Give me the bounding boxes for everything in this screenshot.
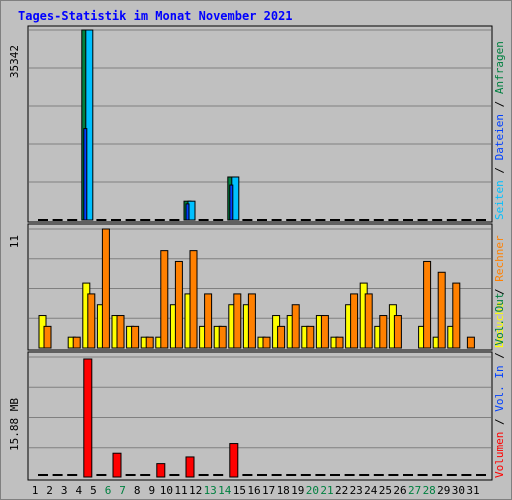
rechner-bar bbox=[291, 304, 300, 349]
x-tick-label: 12 bbox=[189, 484, 202, 497]
x-tick-label: 16 bbox=[247, 484, 260, 497]
rechner-bar bbox=[277, 325, 286, 349]
x-tick-label: 29 bbox=[437, 484, 450, 497]
bottom-legend: Volumen / Vol. In / Vol. Out bbox=[493, 293, 506, 478]
legend-separator: / bbox=[493, 282, 506, 302]
rechner-bar bbox=[379, 315, 388, 349]
rechner-bar bbox=[350, 293, 359, 349]
rechner-bar bbox=[320, 315, 329, 349]
rechner-bar bbox=[393, 315, 402, 349]
dateien-bar bbox=[83, 128, 88, 221]
x-tick-label: 15 bbox=[233, 484, 246, 497]
legend-separator: / bbox=[493, 412, 506, 432]
x-tick-label: 24 bbox=[364, 484, 378, 497]
x-tick-label: 22 bbox=[335, 484, 348, 497]
x-tick-label: 9 bbox=[148, 484, 155, 497]
volumen-bar bbox=[83, 358, 93, 478]
legend-entry: Vol. In bbox=[493, 365, 506, 411]
x-tick-label: 18 bbox=[277, 484, 290, 497]
x-tick-label: 30 bbox=[452, 484, 465, 497]
rechner-bar bbox=[306, 325, 315, 349]
volumen-bar bbox=[112, 452, 122, 478]
x-tick-label: 31 bbox=[466, 484, 479, 497]
rechner-bar bbox=[437, 271, 446, 349]
volumen-bar bbox=[229, 443, 239, 478]
x-tick-label: 4 bbox=[75, 484, 82, 497]
x-tick-label: 1 bbox=[32, 484, 39, 497]
rechner-bar bbox=[131, 325, 140, 349]
rechner-bar bbox=[204, 293, 213, 349]
rechner-bar bbox=[174, 260, 183, 349]
legend-separator: / bbox=[493, 94, 506, 114]
rechner-bar bbox=[43, 325, 52, 349]
x-tick-label: 21 bbox=[320, 484, 333, 497]
x-tick-label: 25 bbox=[379, 484, 392, 497]
legend-entry: Vol. Out bbox=[493, 293, 506, 346]
chart-title: Tages-Statistik im Monat November 2021 bbox=[18, 9, 293, 23]
x-tick-label: 27 bbox=[408, 484, 421, 497]
legend-entry: Seiten bbox=[493, 180, 506, 220]
legend-entry: Rechner bbox=[493, 235, 506, 282]
bars-layer bbox=[38, 29, 486, 478]
rechner-bar bbox=[423, 260, 432, 349]
middle-legend: Besuche / Rechner bbox=[493, 235, 506, 348]
top-panel bbox=[27, 25, 493, 223]
x-tick-label: 6 bbox=[105, 484, 112, 497]
x-tick-label: 26 bbox=[393, 484, 406, 497]
dateien-bar bbox=[185, 203, 190, 221]
rechner-bar bbox=[218, 325, 227, 349]
x-tick-label: 13 bbox=[204, 484, 217, 497]
x-tick-label: 5 bbox=[90, 484, 97, 497]
x-tick-label: 14 bbox=[218, 484, 232, 497]
x-tick-label: 19 bbox=[291, 484, 304, 497]
legend-separator: / bbox=[493, 346, 506, 366]
legend-layer: Seiten / Dateien / Anfragen Besuche / Rec… bbox=[493, 41, 506, 478]
legend-entry: Anfragen bbox=[493, 41, 506, 94]
y-tick-label: 35342 bbox=[8, 45, 21, 78]
x-tick-label: 10 bbox=[160, 484, 173, 497]
x-tick-label: 23 bbox=[350, 484, 363, 497]
rechner-bar bbox=[262, 336, 271, 349]
rechner-bar bbox=[247, 293, 256, 349]
rechner-bar bbox=[466, 336, 475, 349]
rechner-bar bbox=[335, 336, 344, 349]
x-tick-label: 28 bbox=[423, 484, 436, 497]
x-tick-label: 20 bbox=[306, 484, 319, 497]
x-tick-label: 17 bbox=[262, 484, 275, 497]
legend-entry: Volumen bbox=[493, 432, 506, 478]
legend-entry: Besuche bbox=[493, 302, 506, 348]
rechner-bar bbox=[72, 336, 81, 349]
y-tick-label: 15.88 MB bbox=[8, 398, 21, 451]
legend-entry: Dateien bbox=[493, 114, 506, 160]
legend-separator: / bbox=[493, 160, 506, 180]
top-legend: Seiten / Dateien / Anfragen bbox=[493, 41, 506, 220]
seiten-bar bbox=[85, 29, 94, 221]
x-tick-label: 7 bbox=[119, 484, 126, 497]
volumen-bar bbox=[156, 463, 166, 478]
x-axis-labels: 1 2 3 4 5 6 7 8 9 10 11 12 13 14 15 16 17 18 19 20 21 22 23 24 2… bbox=[32, 484, 480, 497]
rechner-bar bbox=[101, 228, 110, 349]
rechner-bar bbox=[116, 315, 125, 349]
rechner-bar bbox=[189, 250, 198, 349]
rechner-bar bbox=[452, 282, 461, 349]
x-tick-label: 3 bbox=[61, 484, 68, 497]
volumen-bar bbox=[185, 456, 195, 478]
y-ticks: 35342 11 15.88 MB bbox=[8, 45, 21, 451]
rechner-bar bbox=[145, 336, 154, 349]
rechner-bar bbox=[87, 293, 96, 349]
x-tick-label: 2 bbox=[46, 484, 53, 497]
x-tick-label: 8 bbox=[134, 484, 141, 497]
dateien-bar bbox=[229, 184, 234, 221]
x-tick-label: 11 bbox=[174, 484, 187, 497]
rechner-bar bbox=[233, 293, 242, 349]
bottom-panel bbox=[27, 351, 493, 481]
y-tick-label: 11 bbox=[8, 235, 21, 248]
rechner-bar bbox=[364, 293, 373, 349]
rechner-bar bbox=[160, 250, 169, 349]
